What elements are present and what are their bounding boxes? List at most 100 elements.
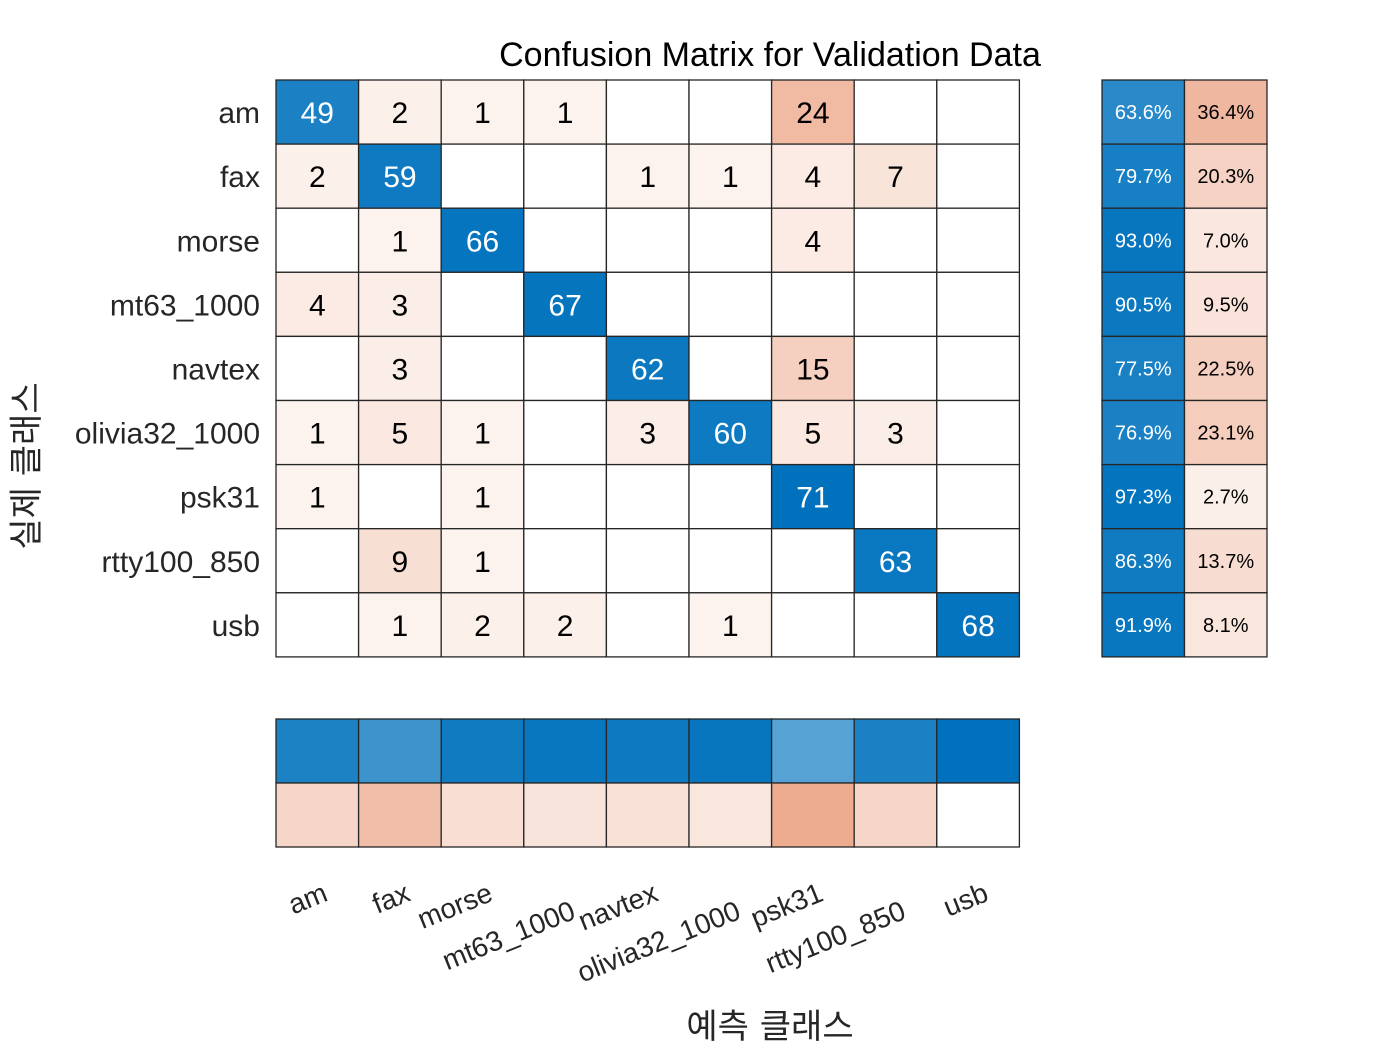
row-incorrect-cell	[1183, 592, 1268, 658]
row-incorrect-cell	[1183, 79, 1268, 145]
matrix-cell	[275, 528, 360, 594]
matrix-cell	[275, 143, 360, 209]
column-incorrect-cell	[688, 782, 773, 848]
matrix-cell	[770, 335, 855, 402]
cell-value: 3	[392, 353, 409, 386]
cell-value: 7	[887, 161, 904, 194]
row-incorrect-cell	[1183, 143, 1268, 209]
matrix-cell	[853, 271, 938, 338]
column-incorrect-cell	[936, 782, 1021, 848]
matrix-cell	[688, 335, 773, 402]
cell-value: 60	[714, 418, 747, 451]
row-correct-cell	[1101, 463, 1186, 530]
column-incorrect-cell	[275, 782, 360, 848]
matrix-cell	[688, 271, 773, 338]
column-correct-cell	[770, 718, 855, 784]
matrix-cell	[523, 528, 608, 594]
row-correct-percent: 91.9%	[1115, 615, 1172, 637]
row-correct-percent: 86.3%	[1115, 551, 1172, 573]
matrix-cell	[440, 271, 525, 338]
row-incorrect-percent: 13.7%	[1197, 551, 1254, 573]
row-correct-percent: 76.9%	[1115, 423, 1172, 445]
matrix-cell	[688, 528, 773, 594]
column-label-morse: morse	[413, 877, 497, 935]
row-incorrect-percent: 20.3%	[1197, 166, 1254, 188]
column-incorrect-cell	[440, 782, 525, 848]
matrix-cell	[523, 463, 608, 530]
matrix-cell	[770, 528, 855, 594]
matrix-cell	[275, 592, 360, 658]
row-correct-cell	[1101, 79, 1186, 145]
cell-value: 2	[557, 610, 574, 643]
column-label-fax: fax	[368, 877, 414, 920]
row-correct-cell	[1101, 335, 1186, 402]
column-correct-cell	[853, 718, 938, 784]
column-incorrect-cell	[357, 782, 442, 848]
matrix-cell	[936, 335, 1021, 402]
matrix-cell	[688, 79, 773, 145]
cell-value: 3	[887, 418, 904, 451]
matrix-cell	[523, 399, 608, 466]
cell-value: 1	[474, 482, 491, 515]
row-correct-cell	[1101, 399, 1186, 466]
column-correct-cell	[275, 718, 360, 784]
row-correct-percent: 77.5%	[1115, 358, 1172, 380]
row-incorrect-percent: 8.1%	[1203, 615, 1249, 637]
column-correct-cell	[936, 718, 1021, 784]
matrix-cell	[770, 271, 855, 338]
cell-value: 9	[392, 546, 409, 579]
cell-value: 68	[961, 610, 994, 643]
matrix-cell	[357, 271, 442, 338]
column-summary	[275, 718, 1021, 848]
matrix-cell	[605, 528, 690, 594]
cell-value: 5	[805, 418, 822, 451]
column-label-navtex: navtex	[574, 877, 662, 937]
row-correct-percent: 79.7%	[1115, 166, 1172, 188]
row-incorrect-percent: 9.5%	[1203, 294, 1249, 316]
row-label-am: am	[218, 97, 260, 130]
matrix-cell	[936, 399, 1021, 466]
row-summary: 63.6% 36.4% 79.7% 20.3% 93.0% 7.0% 90.5% 9.5% 77…	[1101, 79, 1268, 658]
matrix-cell	[688, 463, 773, 530]
cell-value: 1	[392, 610, 409, 643]
matrix-cell	[440, 463, 525, 530]
row-incorrect-cell	[1183, 528, 1268, 594]
row-label-olivia32_1000: olivia32_1000	[75, 418, 260, 451]
cell-value: 4	[805, 225, 822, 258]
matrix-cell	[936, 592, 1021, 658]
cell-value: 4	[309, 289, 326, 322]
row-correct-cell	[1101, 271, 1186, 338]
cell-value: 4	[805, 161, 822, 194]
row-incorrect-cell	[1183, 463, 1268, 530]
cell-value: 2	[474, 610, 491, 643]
column-incorrect-cell	[853, 782, 938, 848]
matrix-cell	[688, 399, 773, 466]
matrix-cell	[357, 592, 442, 658]
x-axis-label: 예측 클래스	[686, 1007, 853, 1047]
column-label-psk31: psk31	[746, 877, 827, 934]
cell-value: 71	[796, 482, 829, 515]
row-incorrect-cell	[1183, 207, 1268, 273]
row-incorrect-cell	[1183, 335, 1268, 402]
row-label-navtex: navtex	[172, 353, 260, 386]
cell-value: 59	[383, 161, 416, 194]
matrix-cell	[770, 592, 855, 658]
matrix-cell	[357, 399, 442, 466]
cell-value: 15	[796, 353, 829, 386]
matrix-cell	[523, 143, 608, 209]
cell-value: 1	[474, 97, 491, 130]
matrix-cell	[357, 335, 442, 402]
matrix-cell	[853, 335, 938, 402]
cell-value: 5	[392, 418, 409, 451]
matrix-cell	[936, 79, 1021, 145]
chart-title: Confusion Matrix for Validation Data	[499, 36, 1041, 74]
cell-value: 67	[548, 289, 581, 322]
matrix-cell	[853, 399, 938, 466]
matrix-cell	[770, 143, 855, 209]
matrix-cell	[605, 143, 690, 209]
matrix-cell	[357, 463, 442, 530]
row-correct-cell	[1101, 528, 1186, 594]
cell-value: 3	[639, 418, 656, 451]
matrix-cell	[853, 463, 938, 530]
